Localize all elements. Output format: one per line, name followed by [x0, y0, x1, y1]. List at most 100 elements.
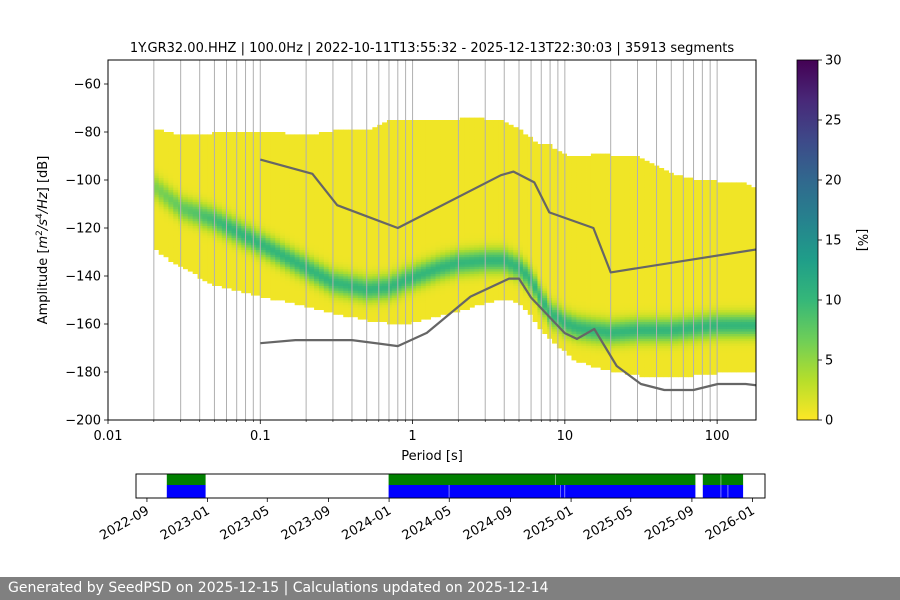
heatmap-cell [255, 292, 262, 296]
heatmap-cell [454, 134, 461, 138]
heatmap-cell [294, 139, 300, 142]
heatmap-cell [377, 189, 383, 193]
heatmap-cell [450, 218, 456, 222]
heatmap-cell [343, 153, 349, 157]
heatmap-cell [474, 288, 480, 291]
heatmap-cell [416, 187, 422, 190]
heatmap-cell [207, 276, 213, 279]
heatmap-cell [396, 151, 402, 154]
heatmap-cell [416, 141, 422, 145]
heatmap-cell [420, 266, 427, 270]
heatmap-cell [163, 189, 169, 193]
heatmap-cell [314, 182, 320, 186]
heatmap-cell [348, 280, 354, 284]
heatmap-cell [270, 146, 276, 150]
heatmap-cell [435, 259, 441, 262]
heatmap-cell [411, 228, 417, 231]
heatmap-cell [343, 139, 349, 142]
heatmap-cell [187, 148, 194, 152]
heatmap-cell [469, 129, 475, 133]
heatmap-cell [333, 208, 339, 212]
heatmap-cell [333, 256, 339, 260]
heatmap-cell [406, 156, 412, 159]
heatmap-cell [454, 290, 461, 294]
heatmap-cell [168, 136, 174, 140]
heatmap-cell [411, 124, 417, 128]
heatmap-cell [469, 259, 475, 262]
heatmap-cell [469, 244, 475, 248]
heatmap-cell [304, 204, 310, 207]
heatmap-cell [401, 278, 407, 282]
heatmap-cell [173, 218, 179, 222]
heatmap-cell [338, 273, 344, 277]
heatmap-cell [343, 136, 349, 140]
heatmap-cell [352, 136, 359, 140]
heatmap-cell [231, 163, 237, 166]
heatmap-cell [338, 160, 344, 164]
heatmap-cell [454, 211, 461, 214]
heatmap-cell [231, 216, 237, 219]
heatmap-cell [318, 228, 325, 231]
heatmap-cell [343, 218, 349, 222]
heatmap-cell [401, 129, 407, 133]
heatmap-cell [454, 187, 461, 190]
heatmap-cell [158, 144, 164, 147]
heatmap-cell [406, 201, 412, 205]
heatmap-cell [338, 302, 344, 306]
heatmap-cell [207, 182, 213, 186]
heatmap-cell [260, 196, 266, 200]
heatmap-cell [153, 136, 160, 140]
heatmap-cell [420, 182, 427, 186]
heatmap-cell [265, 189, 271, 193]
heatmap-cell [469, 276, 475, 279]
heatmap-cell [265, 232, 271, 236]
heatmap-cell [309, 240, 315, 243]
heatmap-cell [372, 230, 378, 234]
heatmap-cell [265, 148, 271, 152]
heatmap-cell [304, 247, 310, 250]
heatmap-cell [260, 240, 266, 243]
heatmap-cell [163, 230, 169, 234]
heatmap-cell [362, 192, 368, 195]
heatmap-cell [216, 218, 223, 222]
heatmap-cell [192, 264, 198, 267]
heatmap-cell [454, 194, 461, 198]
heatmap-cell [173, 180, 179, 183]
heatmap-cell [231, 223, 237, 226]
heatmap-cell [440, 259, 446, 262]
heatmap-cell [168, 182, 174, 186]
heatmap-cell [474, 235, 480, 238]
heatmap-cell [382, 208, 388, 212]
heatmap-cell [323, 180, 330, 183]
heatmap-cell [158, 132, 164, 135]
heatmap-cell [386, 232, 393, 236]
heatmap-cell [391, 201, 398, 205]
heatmap-cell [153, 165, 160, 169]
heatmap-cell [158, 230, 164, 234]
heatmap-cell [343, 254, 349, 258]
heatmap-cell [260, 280, 266, 284]
heatmap-cell [406, 122, 412, 126]
heatmap-cell [406, 148, 412, 152]
heatmap-cell [202, 175, 208, 178]
heatmap-cell [275, 196, 281, 200]
heatmap-cell [323, 196, 330, 200]
heatmap-cell [314, 292, 320, 296]
heatmap-cell [338, 220, 344, 224]
heatmap-cell [367, 268, 373, 272]
heatmap-cell [333, 230, 339, 234]
heatmap-cell [284, 199, 291, 202]
heatmap-cell [391, 268, 398, 272]
heatmap-cell [246, 230, 252, 234]
heatmap-cell [357, 148, 364, 152]
heatmap-cell [362, 134, 368, 138]
heatmap-cell [484, 249, 490, 253]
heatmap-cell [168, 213, 174, 217]
heatmap-cell [275, 201, 281, 205]
heatmap-cell [328, 302, 334, 306]
heatmap-cell [420, 254, 427, 258]
heatmap-cell [348, 163, 354, 166]
heatmap-cell [430, 290, 436, 294]
heatmap-cell [284, 247, 291, 250]
heatmap-cell [406, 160, 412, 164]
